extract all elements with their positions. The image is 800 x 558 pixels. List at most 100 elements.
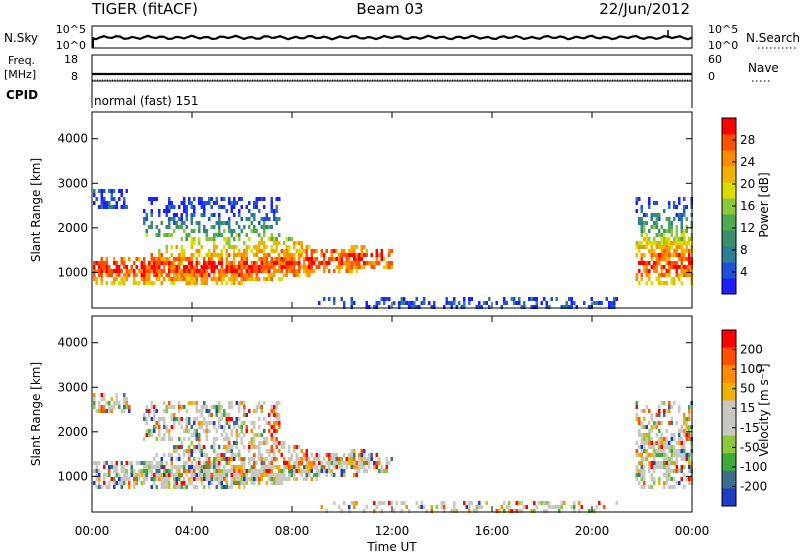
range-cell	[513, 297, 516, 301]
range-cell	[115, 473, 118, 477]
range-cell	[575, 305, 578, 309]
range-cell	[223, 453, 226, 457]
range-cell	[225, 221, 228, 225]
range-cell	[248, 457, 251, 461]
range-cell	[270, 249, 273, 253]
range-cell	[355, 469, 358, 473]
range-cell	[655, 257, 658, 261]
range-cell	[265, 217, 268, 221]
range-cell	[660, 273, 663, 277]
range-cell	[443, 505, 446, 509]
range-cell	[113, 405, 116, 409]
range-cell	[688, 249, 691, 253]
range-cell	[135, 481, 138, 485]
range-cell	[215, 469, 218, 473]
range-cell	[150, 213, 153, 217]
range-cell	[253, 465, 256, 469]
range-cell	[388, 265, 391, 269]
range-cell	[288, 237, 291, 241]
range-cell	[208, 257, 211, 261]
range-cell	[170, 453, 173, 457]
range-cell	[278, 441, 281, 445]
range-cell	[188, 437, 191, 441]
range-cell	[245, 265, 248, 269]
range-cell	[675, 273, 678, 277]
range-cell	[318, 261, 321, 265]
range-cell	[235, 401, 238, 405]
range-cell	[205, 261, 208, 265]
range-cell	[233, 201, 236, 205]
range-cell	[678, 213, 681, 217]
range-cell	[133, 281, 136, 285]
range-cell	[270, 273, 273, 277]
range-cell	[243, 465, 246, 469]
range-cell	[253, 473, 256, 477]
range-cell	[675, 481, 678, 485]
range-cell	[140, 273, 143, 277]
range-cell	[668, 273, 671, 277]
range-cell	[668, 401, 671, 405]
range-cell	[663, 457, 666, 461]
range-cell	[278, 473, 281, 477]
range-cell	[675, 205, 678, 209]
range-cell	[283, 241, 286, 245]
range-cell	[258, 265, 261, 269]
range-cell	[248, 245, 251, 249]
range-cell	[668, 409, 671, 413]
range-cell	[173, 413, 176, 417]
range-cell	[233, 453, 236, 457]
range-cell	[210, 225, 213, 229]
range-cell	[343, 473, 346, 477]
range-cell	[640, 277, 643, 281]
range-cell	[640, 445, 643, 449]
range-cell	[403, 301, 406, 305]
range-cell	[283, 469, 286, 473]
range-cell	[170, 469, 173, 473]
range-cell	[658, 453, 661, 457]
range-cell	[198, 449, 201, 453]
range-cell	[238, 401, 241, 405]
range-cell	[245, 205, 248, 209]
range-cell	[253, 445, 256, 449]
range-cell	[660, 281, 663, 285]
range-cell	[223, 221, 226, 225]
range-cell	[205, 433, 208, 437]
range-cell	[688, 413, 691, 417]
range-cell	[663, 453, 666, 457]
range-cell	[180, 269, 183, 273]
range-cell	[205, 273, 208, 277]
range-cell	[95, 485, 98, 489]
range-cell	[110, 405, 113, 409]
range-cell	[640, 225, 643, 229]
range-cell	[288, 257, 291, 261]
range-cell	[230, 265, 233, 269]
range-cell	[253, 421, 256, 425]
range-cell	[105, 401, 108, 405]
range-cell	[140, 277, 143, 281]
range-cell	[195, 429, 198, 433]
range-cell	[173, 405, 176, 409]
range-cell	[343, 469, 346, 473]
range-cell	[658, 477, 661, 481]
range-cell	[243, 413, 246, 417]
range-cell	[205, 233, 208, 237]
range-cell	[648, 441, 651, 445]
range-cell	[115, 461, 118, 465]
range-cell	[570, 305, 573, 309]
range-cell	[293, 449, 296, 453]
range-cell	[240, 465, 243, 469]
y-tick-label: 4000	[57, 336, 88, 350]
range-cell	[648, 461, 651, 465]
range-cell	[265, 449, 268, 453]
range-cell	[188, 477, 191, 481]
range-cell	[178, 277, 181, 281]
range-cell	[225, 469, 228, 473]
range-cell	[228, 237, 231, 241]
range-cell	[225, 249, 228, 253]
range-cell	[400, 297, 403, 301]
noise-left-label: N.Sky	[4, 31, 38, 45]
range-cell	[125, 205, 128, 209]
range-cell	[178, 273, 181, 277]
range-cell	[198, 225, 201, 229]
range-cell	[668, 225, 671, 229]
